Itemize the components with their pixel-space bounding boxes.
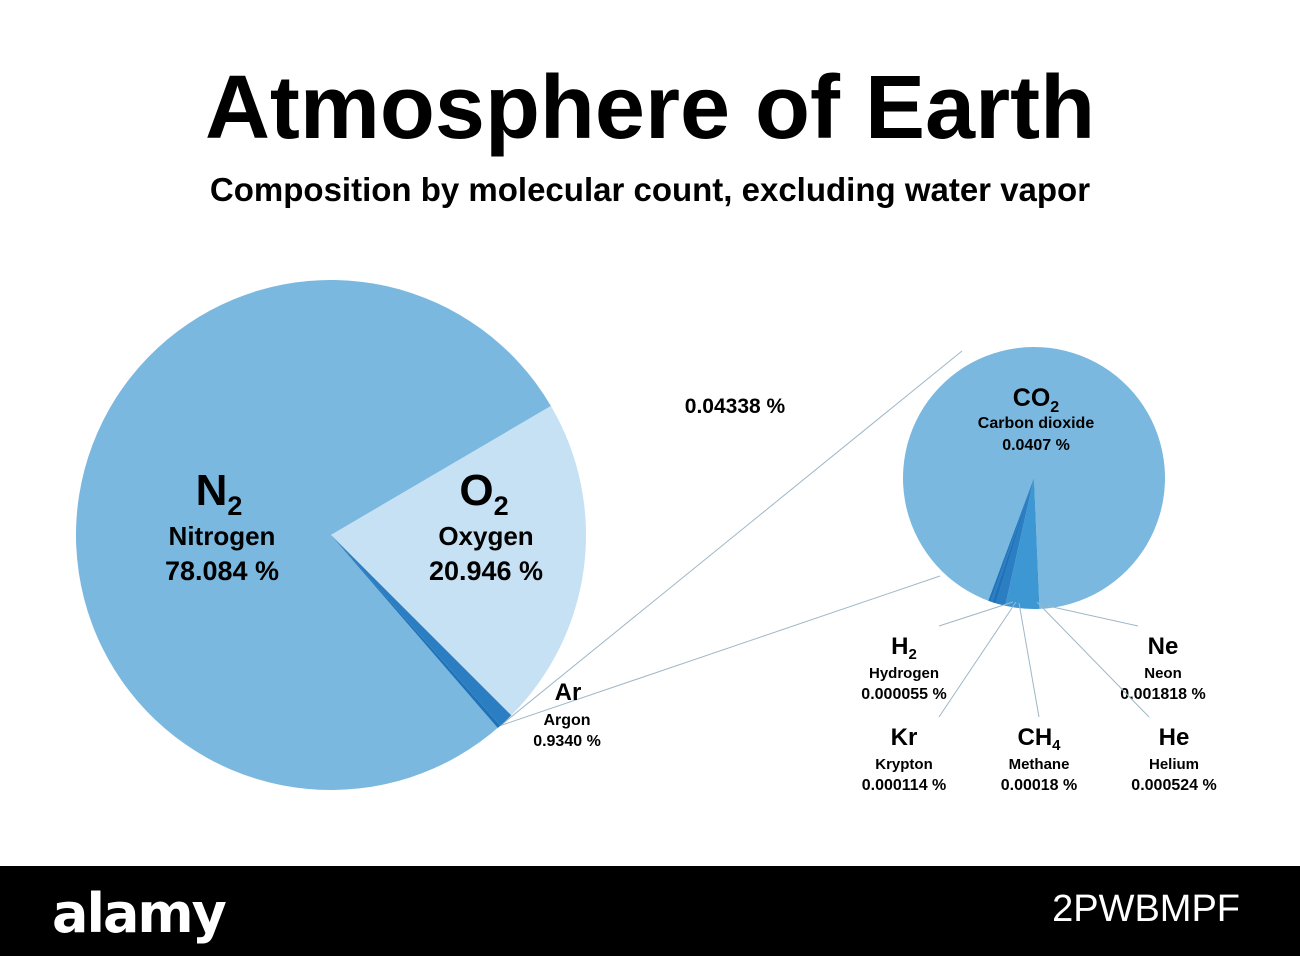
helium-value: 0.000524 % <box>1131 777 1216 794</box>
nitrogen-value: 78.084 % <box>165 556 279 586</box>
methane-name: Methane <box>1009 756 1070 773</box>
krypton-leader <box>938 601 1017 718</box>
helium-name: Helium <box>1149 756 1199 773</box>
helium-leader <box>1036 601 1150 718</box>
oxygen-value: 20.946 % <box>429 556 543 586</box>
neon-value: 0.001818 % <box>1120 686 1205 703</box>
slice-neon <box>1005 478 1040 609</box>
slice-trace-gases <box>331 535 501 728</box>
oxygen-formula: O2 <box>459 466 508 521</box>
hydrogen-name: Hydrogen <box>869 665 939 682</box>
slice-nitrogen <box>76 280 551 791</box>
connector-bottom <box>500 575 941 727</box>
nitrogen-formula: N2 <box>196 466 243 521</box>
slice-oxygen <box>331 405 586 716</box>
methane-leader <box>1018 602 1040 718</box>
argon-name: Argon <box>543 712 590 729</box>
slice-helium <box>995 478 1034 606</box>
slice-argon <box>331 535 512 726</box>
co2-value: 0.0407 % <box>1002 437 1070 454</box>
connector-top <box>500 350 963 726</box>
hydrogen-formula: H2 <box>891 633 917 663</box>
oxygen-name: Oxygen <box>438 521 533 551</box>
main-pie <box>76 280 586 791</box>
image-id: 2PWBMPF <box>1052 888 1240 930</box>
argon-value: 0.9340 % <box>533 733 601 750</box>
trace-total-value: 0.04338 % <box>685 395 786 418</box>
hydrogen-value: 0.000055 % <box>861 686 946 703</box>
krypton-formula: Kr <box>891 724 918 751</box>
slice-hydrogen <box>988 478 1034 602</box>
footer-bar: alamy 2PWBMPF <box>0 866 1300 956</box>
neon-formula: Ne <box>1148 633 1179 660</box>
argon-formula: Ar <box>555 679 582 706</box>
co2-name: Carbon dioxide <box>978 415 1095 432</box>
neon-name: Neon <box>1144 665 1182 682</box>
neon-leader <box>1047 605 1139 627</box>
slice-methane <box>992 478 1034 604</box>
zoom-connectors <box>500 350 963 727</box>
chart-title: Atmosphere of Earth <box>204 58 1096 158</box>
detail-pie <box>902 347 1165 609</box>
co2-formula: CO2 <box>1013 384 1060 416</box>
nitrogen-name: Nitrogen <box>169 521 276 551</box>
slice-krypton <box>990 478 1034 603</box>
helium-formula: He <box>1159 724 1190 751</box>
krypton-name: Krypton <box>875 756 933 773</box>
chart-subtitle: Composition by molecular count, excludin… <box>209 171 1091 208</box>
hydrogen-leader <box>938 601 1014 627</box>
methane-formula: CH4 <box>1017 724 1061 754</box>
slice-carbon-dioxide <box>902 347 1165 609</box>
methane-value: 0.00018 % <box>1001 777 1078 794</box>
krypton-value: 0.000114 % <box>862 777 947 794</box>
alamy-logo: alamy <box>52 882 227 945</box>
